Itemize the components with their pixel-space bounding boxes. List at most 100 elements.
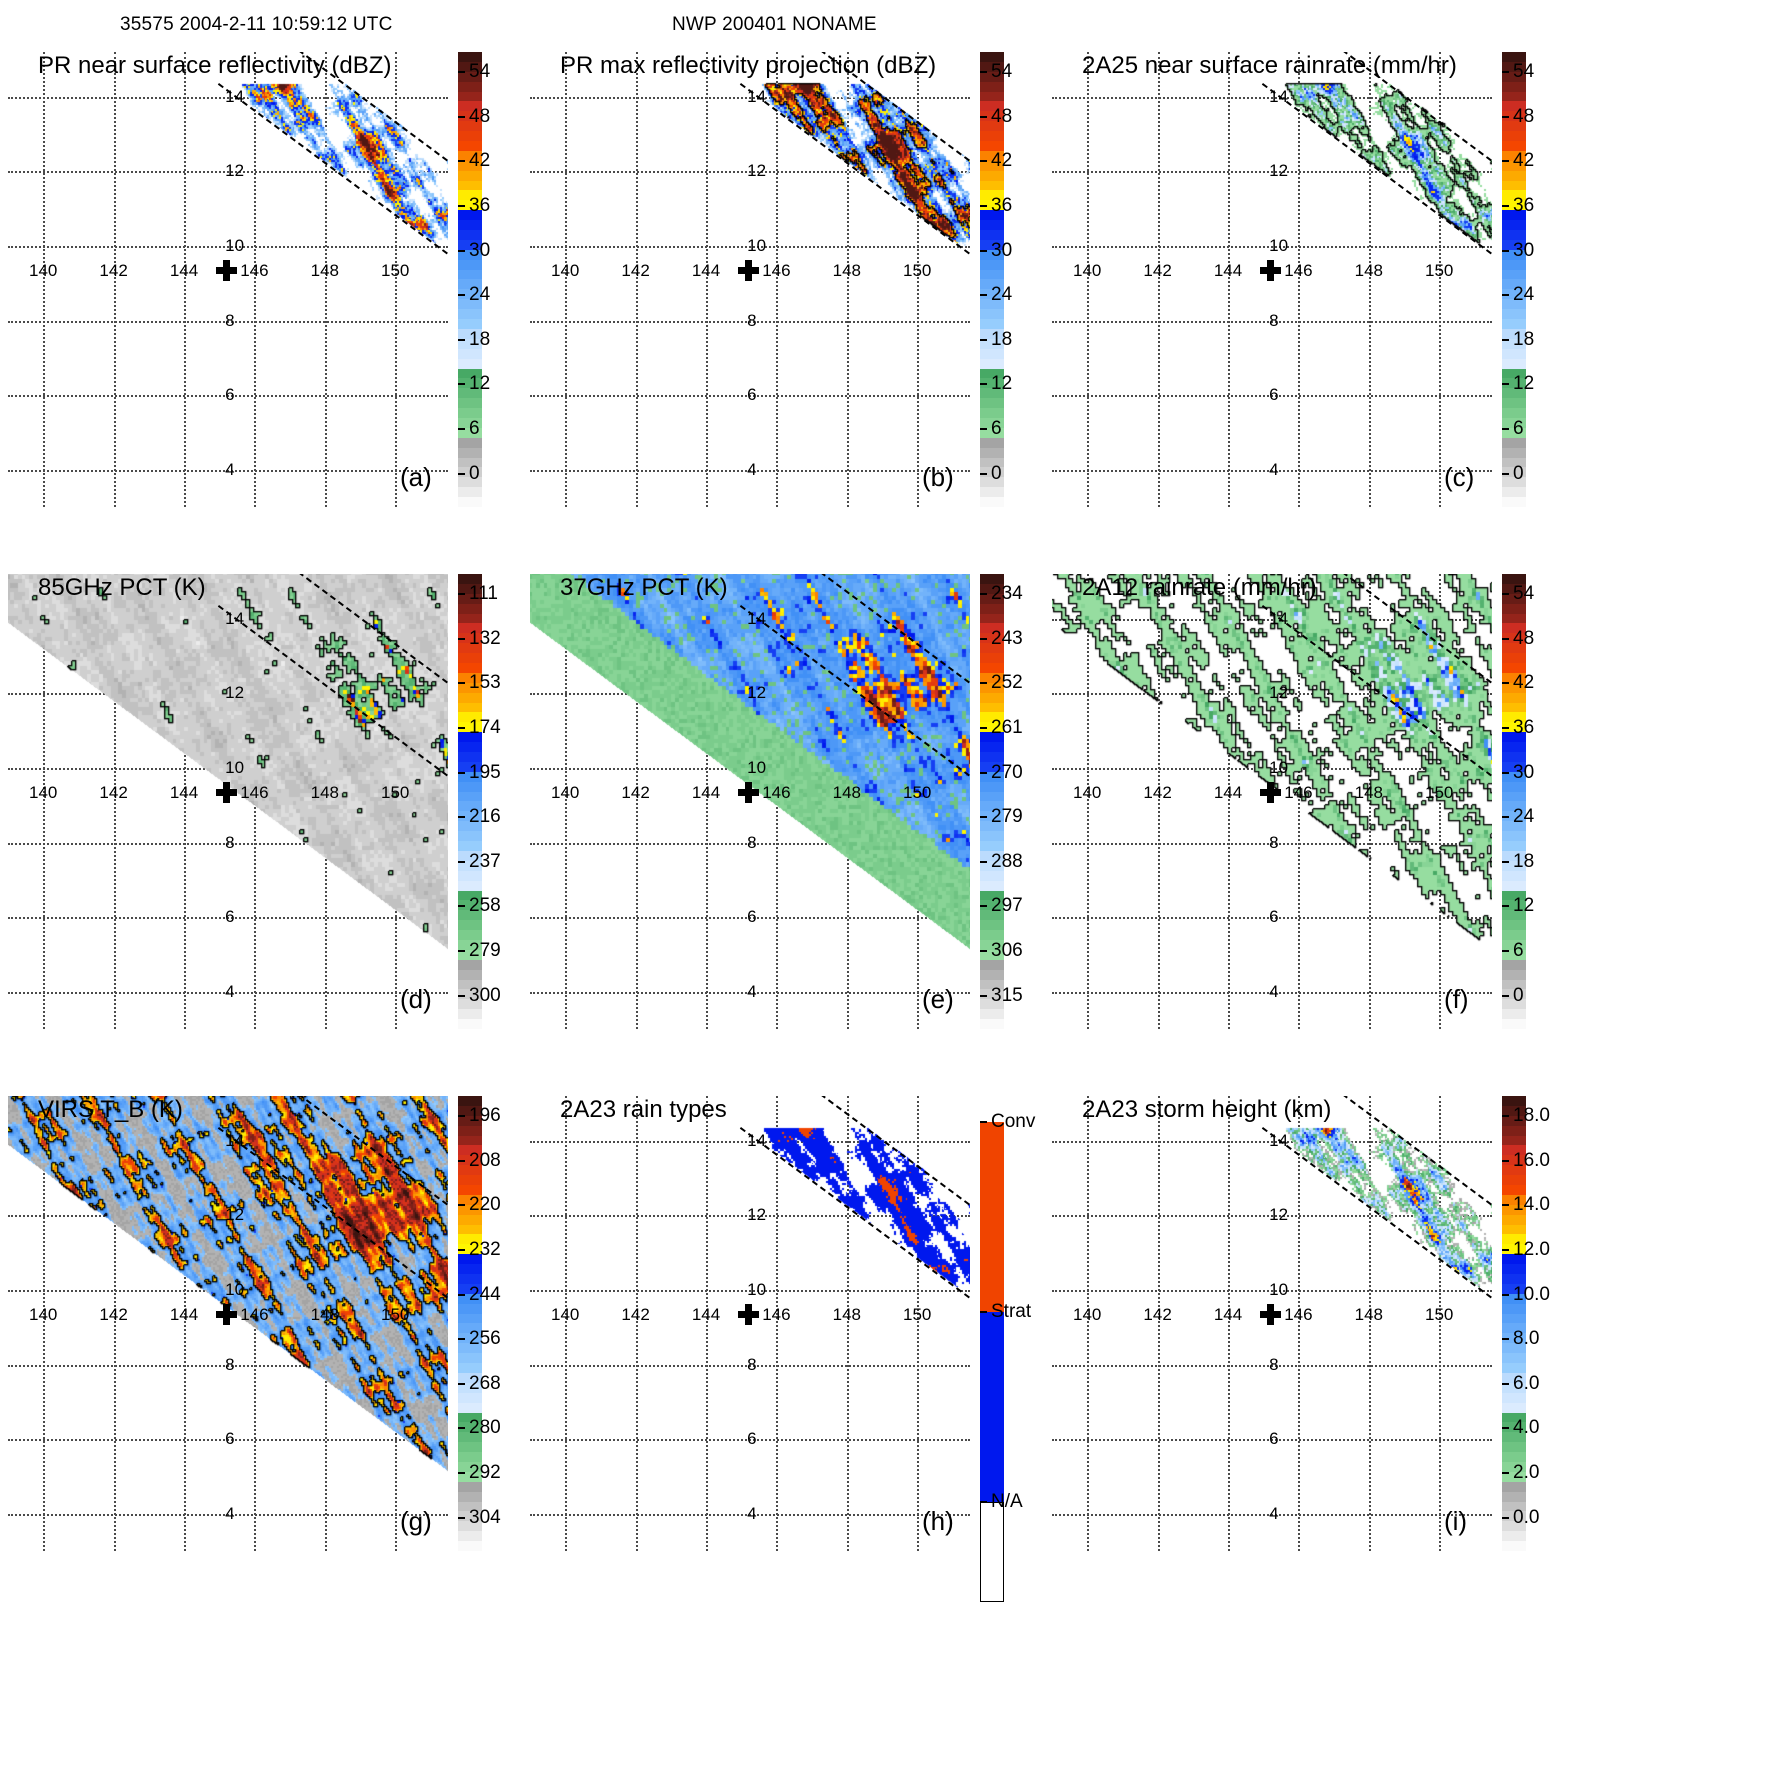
colorbar-segment: [458, 692, 482, 703]
lon-tick-label: 144: [691, 1305, 721, 1325]
colorbar-segment: [458, 388, 482, 399]
colorbar-tick: 54: [458, 61, 490, 83]
panel-label-i: (i): [1444, 1506, 1468, 1536]
colorbar-segment: [1502, 249, 1526, 260]
colorbar-tick: 48: [458, 106, 490, 128]
colorbar-segment: [1502, 487, 1526, 498]
colorbar-tick: 6.0: [1502, 1373, 1539, 1395]
colorbar-segment: [458, 732, 482, 743]
colorbar-segment: [458, 979, 482, 990]
colorbar-segment: [980, 437, 1004, 448]
plot-area-a: 140 142 144 146 148 150 4 6 8 10 12 14: [8, 52, 448, 507]
colorbar-segment: [980, 860, 1004, 871]
colorbar-segment: [980, 71, 1004, 82]
colorbar-segment: [1502, 682, 1526, 693]
colorbar-segment: [1502, 603, 1526, 614]
colorbar-tick: 174: [458, 717, 501, 739]
colorbar-tick: 256: [458, 1328, 501, 1350]
lon-tick-label: 140: [551, 261, 580, 281]
colorbar-tick: 12: [458, 373, 490, 395]
colorbar-segment: [458, 1422, 482, 1433]
colorbar-segment: [458, 269, 482, 280]
colorbar-tick: 292: [458, 1462, 501, 1484]
colorbar-segment: [1502, 791, 1526, 802]
colorbar-segment: [1502, 160, 1526, 171]
colorbar-segment: [1502, 1155, 1526, 1166]
colorbar-segment: [1502, 1422, 1526, 1433]
colorbar-segment: [458, 860, 482, 871]
colorbar-segment: [980, 348, 1004, 359]
colorbar-tick: 18: [1502, 329, 1534, 351]
colorbar-segment: [458, 487, 482, 498]
lat-tick-label: 10: [225, 1279, 245, 1299]
lon-tick-label: 144: [691, 261, 721, 281]
colorbar-segment: [1502, 1353, 1526, 1364]
colorbar-segment: [458, 682, 482, 693]
colorbar-tick: 48: [1502, 628, 1534, 650]
colorbar-tick: 244: [458, 1284, 501, 1306]
colorbar-tick: 36: [980, 195, 1012, 217]
lon-tick-label: 144: [1213, 261, 1243, 281]
colorbar-segment: [980, 880, 1004, 891]
colorbar-tick: 304: [458, 1507, 501, 1529]
colorbar-tick: 306: [980, 940, 1023, 962]
colorbar-segment: [458, 131, 482, 142]
colorbar-segment: [458, 672, 482, 683]
colorbar-segment: [458, 249, 482, 260]
lat-tick-label: 6: [747, 385, 757, 405]
colorbar-segment: [1502, 358, 1526, 369]
colorbar-tick: 18.0: [1502, 1105, 1550, 1127]
panel-title-c: 2A25 near surface rainrate (mm/hr): [1082, 52, 1457, 79]
colorbar-pct85: [458, 574, 482, 1029]
colorbar-segment: [458, 141, 482, 151]
colorbar-segment: [980, 999, 1004, 1010]
lon-tick-label: 148: [310, 1305, 339, 1325]
colorbar-tick: Conv: [980, 1111, 1035, 1133]
colorbar-segment: [1502, 1185, 1526, 1195]
colorbar-segment: [1502, 200, 1526, 211]
colorbar-segment: [458, 52, 482, 62]
lat-tick-label: 6: [225, 1429, 235, 1449]
colorbar-segment: [1502, 1135, 1526, 1146]
colorbar-tick: 280: [458, 1417, 501, 1439]
lat-tick-label: 10: [225, 757, 245, 777]
colorbar-segment: [980, 299, 1004, 310]
colorbar-segment: [1502, 71, 1526, 82]
lon-tick-label: 140: [1073, 783, 1102, 803]
colorbar-segment: [458, 811, 482, 822]
colorbar-segment: [980, 969, 1004, 980]
colorbar-segment: [1502, 850, 1526, 861]
colorbar-segment: [1502, 633, 1526, 644]
colorbar-segment: [1502, 593, 1526, 604]
colorbar-segment: [1502, 1531, 1526, 1542]
colorbar-segment: [1502, 1115, 1526, 1126]
lat-tick-label: 12: [225, 683, 245, 703]
colorbar-segment: [980, 101, 1004, 112]
colorbar-segment: [1502, 1244, 1526, 1255]
storm-center-marker: [738, 260, 760, 282]
colorbar-segment: [1502, 220, 1526, 231]
lon-tick-label: 150: [381, 783, 410, 803]
colorbar-segment: [458, 111, 482, 122]
colorbar-dbz: [458, 52, 482, 507]
colorbar-segment: [458, 1372, 482, 1383]
colorbar-segment: [1502, 771, 1526, 782]
colorbar-segment: [458, 408, 482, 418]
lon-tick-label: 144: [169, 783, 199, 803]
panel-title-g: VIRS T_B (K): [38, 1096, 183, 1123]
colorbar-tick: 315: [980, 985, 1023, 1007]
colorbar-segment: [980, 220, 1004, 231]
colorbar-segment: [458, 771, 482, 782]
storm-center-marker: [216, 1304, 238, 1326]
colorbar-segment: [980, 170, 1004, 181]
lat-tick-label: 6: [1269, 907, 1279, 927]
plot-area-c: 140 142 144 146 148 150 4 6 8 10 12 14: [1052, 52, 1492, 507]
colorbar-segment: [458, 1343, 482, 1354]
colorbar-tick: 54: [980, 61, 1012, 83]
lat-tick-label: 4: [225, 981, 235, 1001]
colorbar-segment: [1502, 427, 1526, 438]
colorbar-segment: [458, 1353, 482, 1364]
colorbar-segment: [1502, 1402, 1526, 1413]
colorbar-segment: [980, 959, 1004, 970]
colorbar-segment: [1502, 1175, 1526, 1186]
